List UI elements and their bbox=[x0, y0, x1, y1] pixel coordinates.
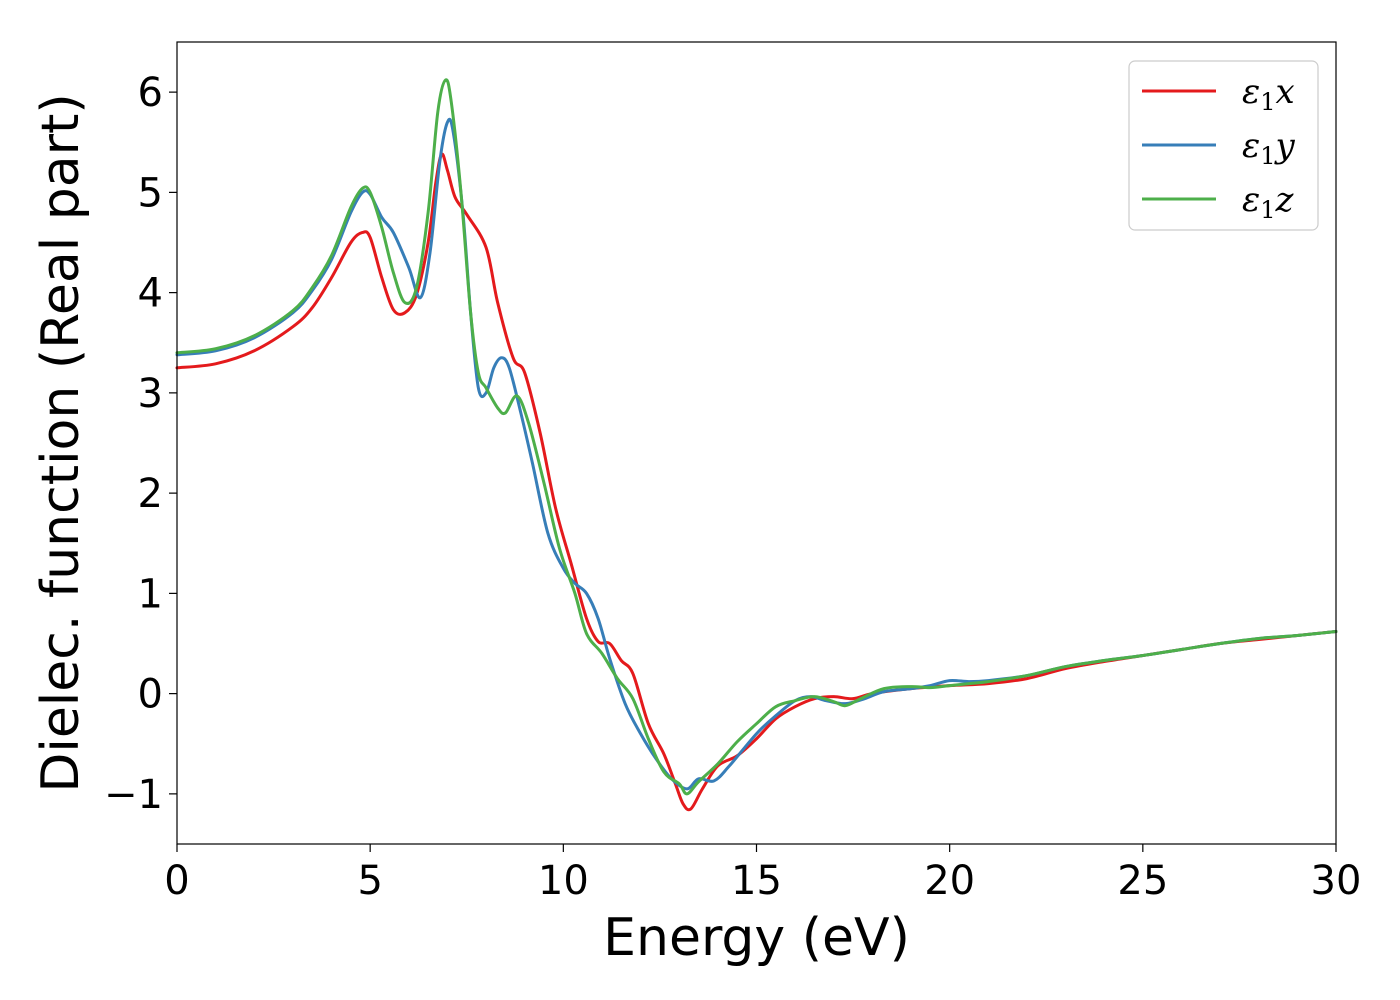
y-axis-label: Dielec. function (Real part) bbox=[31, 93, 91, 792]
y-tick-label: −1 bbox=[104, 772, 163, 818]
y-tick-label: 5 bbox=[138, 170, 163, 216]
y-tick-label: 0 bbox=[138, 672, 163, 718]
legend-entry-y: ε1y bbox=[1242, 126, 1296, 170]
series-layer bbox=[175, 78, 1338, 812]
series-line-x bbox=[175, 152, 1338, 812]
y-tick-label: 4 bbox=[138, 271, 163, 317]
x-tick-label: 20 bbox=[924, 858, 975, 904]
x-tick-label: 30 bbox=[1311, 858, 1362, 904]
legend-entry-z: ε1z bbox=[1242, 180, 1295, 224]
x-axis-label: Energy (eV) bbox=[603, 908, 910, 968]
y-tick-label: 6 bbox=[138, 70, 163, 116]
x-tick-label: 5 bbox=[357, 858, 382, 904]
series-line-z bbox=[175, 78, 1338, 796]
y-tick-label: 1 bbox=[138, 571, 163, 617]
legend-box bbox=[1128, 60, 1319, 231]
x-tick-label: 25 bbox=[1117, 858, 1168, 904]
x-tick-label: 0 bbox=[164, 858, 189, 904]
legend-entry-x: ε1x bbox=[1242, 72, 1295, 116]
x-tick-label: 15 bbox=[731, 858, 782, 904]
legend: ε1x ε1y ε1z bbox=[1128, 60, 1319, 231]
y-tick-label: 3 bbox=[138, 371, 163, 417]
x-tick-label: 10 bbox=[538, 858, 589, 904]
y-tick-label: 2 bbox=[138, 471, 163, 517]
series-line-y bbox=[175, 117, 1338, 791]
